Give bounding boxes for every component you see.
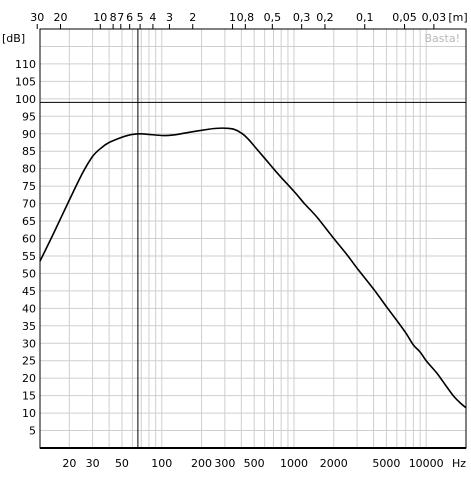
y-tick-label: 20 [22, 372, 36, 385]
x-tick-label: 10000 [409, 457, 444, 470]
y-tick-label: 75 [22, 180, 36, 193]
x-tick-label: 200 [191, 457, 212, 470]
top-tick-label: 6 [126, 11, 133, 24]
top-tick-label: 0,03 [422, 11, 447, 24]
y-tick-label: 110 [15, 58, 36, 71]
y-tick-label: 15 [22, 390, 36, 403]
y-tick-label: 35 [22, 320, 36, 333]
top-tick-label: 7 [117, 11, 124, 24]
top-tick-label: 2 [189, 11, 196, 24]
top-tick-label: 0,3 [293, 11, 311, 24]
response-curve-line [39, 127, 467, 409]
top-tick-label: 0,1 [356, 11, 374, 24]
x-tick-label: 2000 [320, 457, 348, 470]
top-tick-label: 0,05 [392, 11, 417, 24]
top-tick-label: 0,5 [264, 11, 282, 24]
y-tick-label: 5 [29, 425, 36, 438]
top-tick-label: 3 [166, 11, 173, 24]
watermark-text: Basta! [425, 32, 460, 45]
x-tick-label: 500 [244, 457, 265, 470]
top-tick-label: 20 [54, 11, 68, 24]
top-tick-label: 0,8 [237, 11, 255, 24]
y-tick-label: 55 [22, 250, 36, 263]
y-tick-label: 105 [15, 75, 36, 88]
y-tick-label: 85 [22, 145, 36, 158]
y-tick-label: 40 [22, 302, 36, 315]
x-tick-label: 5000 [372, 457, 400, 470]
y-axis-label: [dB] [2, 32, 25, 45]
y-tick-label: 80 [22, 163, 36, 176]
y-tick-label: 95 [22, 110, 36, 123]
x-axis-unit: Hz [452, 457, 466, 470]
x-tick-label: 100 [151, 457, 172, 470]
y-tick-label: 100 [15, 93, 36, 106]
x-tick-label: 30 [86, 457, 100, 470]
top-tick-label: 4 [149, 11, 156, 24]
top-axis-unit: [m] [448, 11, 467, 24]
y-tick-label: 30 [22, 337, 36, 350]
x-tick-label: 20 [62, 457, 76, 470]
y-tick-label: 90 [22, 128, 36, 141]
top-tick-label: 1 [229, 11, 236, 24]
y-tick-label: 25 [22, 355, 36, 368]
y-tick-label: 70 [22, 198, 36, 211]
x-tick-label: 50 [115, 457, 129, 470]
y-tick-label: 10 [22, 407, 36, 420]
y-tick-label: 65 [22, 215, 36, 228]
top-tick-label: 10 [93, 11, 107, 24]
y-tick-label: 50 [22, 267, 36, 280]
y-tick-label: 60 [22, 233, 36, 246]
x-tick-label: 1000 [280, 457, 308, 470]
top-tick-label: 8 [110, 11, 117, 24]
top-tick-label: 5 [137, 11, 144, 24]
top-tick-label: 0,2 [316, 11, 334, 24]
y-tick-label: 45 [22, 285, 36, 298]
x-tick-label: 300 [214, 457, 235, 470]
top-tick-label: 30 [30, 11, 44, 24]
